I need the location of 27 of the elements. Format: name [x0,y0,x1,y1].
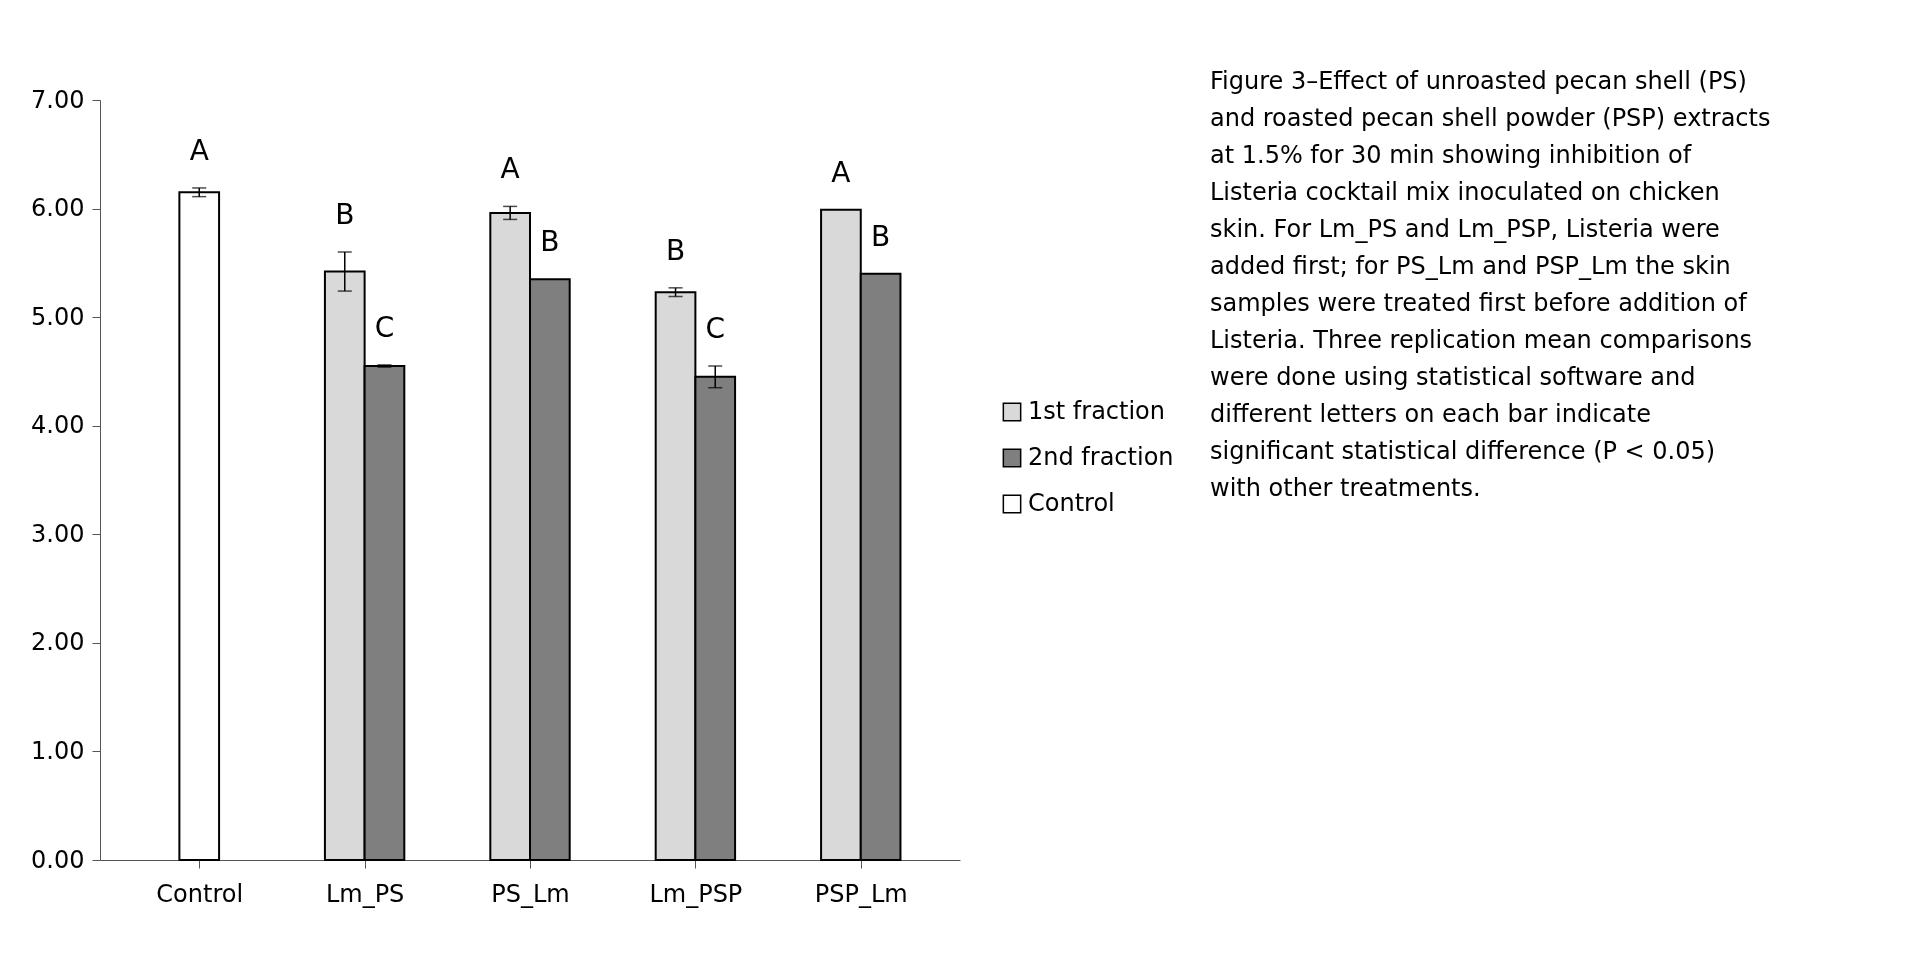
legend-label: 2nd fraction [1028,443,1174,471]
x-tick-label: Lm_PS [325,879,405,908]
legend-label: 1st fraction [1028,397,1166,425]
text: Figure 3–Effect of unroasted pecan shell (PS) and roasted pecan shell powder (PSP) extracts at 1.5% for 30 min showing inhibition of Listeria cocktail mix inoculated on chicken skin. For Lm_PS and Lm_PSP, Listeria were added first; for PS_Lm and PSP_Lm the skin samples were treated first before addition of Listeria. Three replication mean comparisons were done using statistical software and different letters on each bar indicate significant statistical difference (P < 0.05) with other treatments. [1210,67,1771,502]
data-label: C [374,310,395,344]
y-tick-label: 4.00 [31,411,85,440]
x-tick-label: Control [156,879,244,908]
legend-label: Control [1028,489,1115,517]
data-label: B [871,219,891,253]
data-label: A [189,133,209,167]
x-tick-label: Lm_PSP [649,879,743,908]
data-label: A [500,152,520,186]
y-tick-label: 5.00 [31,302,85,331]
y-tick-label: 6.00 [31,194,85,223]
data-label: B [335,198,355,231]
y-tick-label: 2.00 [31,628,85,657]
y-tick-label: 0.00 [31,845,85,874]
data-label: C [705,312,726,345]
bar [178,191,221,861]
y-tick-label: 7.00 [31,85,85,114]
y-tick-label: 1.00 [31,736,85,765]
data-label: A [831,155,851,189]
y-tick-label: 3.00 [31,519,85,548]
data-label: B [665,233,686,267]
x-tick-label: PSP_Lm [814,879,908,908]
data-label: B [540,225,560,259]
x-tick-label: PS_Lm [491,879,570,908]
